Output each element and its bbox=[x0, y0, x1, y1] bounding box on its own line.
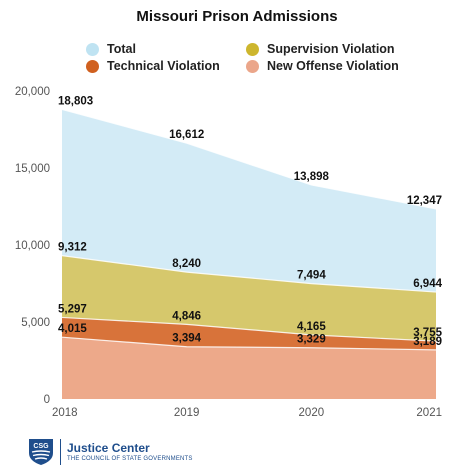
data-label-technical-violation: 4,846 bbox=[172, 310, 201, 322]
line-new-offense-violation bbox=[61, 336, 437, 351]
legend-label-new-offense-violation: New Offense Violation bbox=[267, 59, 399, 73]
y-tick-label: 5,000 bbox=[21, 317, 50, 329]
legend: Total Supervision Violation Technical Vi… bbox=[0, 40, 474, 76]
data-label-technical-violation: 3,755 bbox=[413, 327, 442, 339]
legend-item-supervision-violation: Supervision Violation bbox=[246, 42, 395, 56]
legend-swatch-technical-violation bbox=[86, 59, 99, 73]
data-label-total: 13,898 bbox=[294, 171, 330, 183]
legend-label-technical-violation: Technical Violation bbox=[107, 59, 220, 73]
data-label-total: 18,803 bbox=[58, 95, 93, 107]
x-tick-label: 2021 bbox=[416, 407, 442, 419]
data-label-total: 16,612 bbox=[169, 129, 204, 141]
data-label-new-offense-violation: 3,189 bbox=[413, 336, 442, 348]
legend-swatch-new-offense-violation bbox=[246, 59, 259, 73]
chart-title: Missouri Prison Admissions bbox=[136, 8, 338, 25]
data-label-supervision-violation: 8,240 bbox=[172, 258, 201, 270]
area-new-offense-violation bbox=[62, 337, 436, 399]
legend-item-technical-violation: Technical Violation bbox=[86, 59, 220, 73]
logo-wordmark: Justice Center THE COUNCIL OF STATE GOVE… bbox=[67, 441, 193, 464]
x-tick-label: 2018 bbox=[52, 407, 78, 419]
data-label-new-offense-violation: 4,015 bbox=[58, 323, 87, 335]
legend-label-supervision-violation: Supervision Violation bbox=[267, 42, 395, 56]
line-technical-violation bbox=[61, 316, 437, 342]
legend-item-total: Total bbox=[86, 42, 136, 56]
y-tick-label: 15,000 bbox=[15, 163, 50, 175]
data-label-new-offense-violation: 3,329 bbox=[297, 334, 326, 346]
data-label-supervision-violation: 6,944 bbox=[413, 278, 442, 290]
csg-logo-icon: CSG bbox=[29, 439, 53, 465]
logo-divider bbox=[60, 439, 61, 465]
line-total bbox=[61, 108, 437, 210]
legend-item-new-offense-violation: New Offense Violation bbox=[246, 59, 399, 73]
data-label-total: 12,347 bbox=[407, 195, 442, 207]
line-supervision-violation bbox=[61, 255, 437, 293]
y-tick-label: 10,000 bbox=[15, 240, 50, 252]
x-tick-label: 2020 bbox=[299, 407, 325, 419]
y-tick-label: 20,000 bbox=[15, 86, 50, 98]
org-name: Justice Center bbox=[67, 440, 150, 455]
org-subtitle: THE COUNCIL OF STATE GOVERNMENTS bbox=[67, 455, 193, 462]
legend-label-total: Total bbox=[107, 42, 136, 56]
logo-text: CSG bbox=[33, 443, 49, 450]
legend-swatch-supervision-violation bbox=[246, 42, 259, 56]
x-tick-label: 2019 bbox=[174, 407, 200, 419]
data-label-supervision-violation: 9,312 bbox=[58, 242, 87, 254]
footer-logo: CSG Justice Center THE COUNCIL OF STATE … bbox=[28, 438, 193, 466]
legend-swatch-total bbox=[86, 42, 99, 56]
data-label-technical-violation: 5,297 bbox=[58, 303, 87, 315]
data-label-technical-violation: 4,165 bbox=[297, 321, 326, 333]
y-tick-label: 0 bbox=[44, 394, 50, 406]
data-label-new-offense-violation: 3,394 bbox=[172, 333, 201, 345]
data-label-supervision-violation: 7,494 bbox=[297, 270, 326, 282]
